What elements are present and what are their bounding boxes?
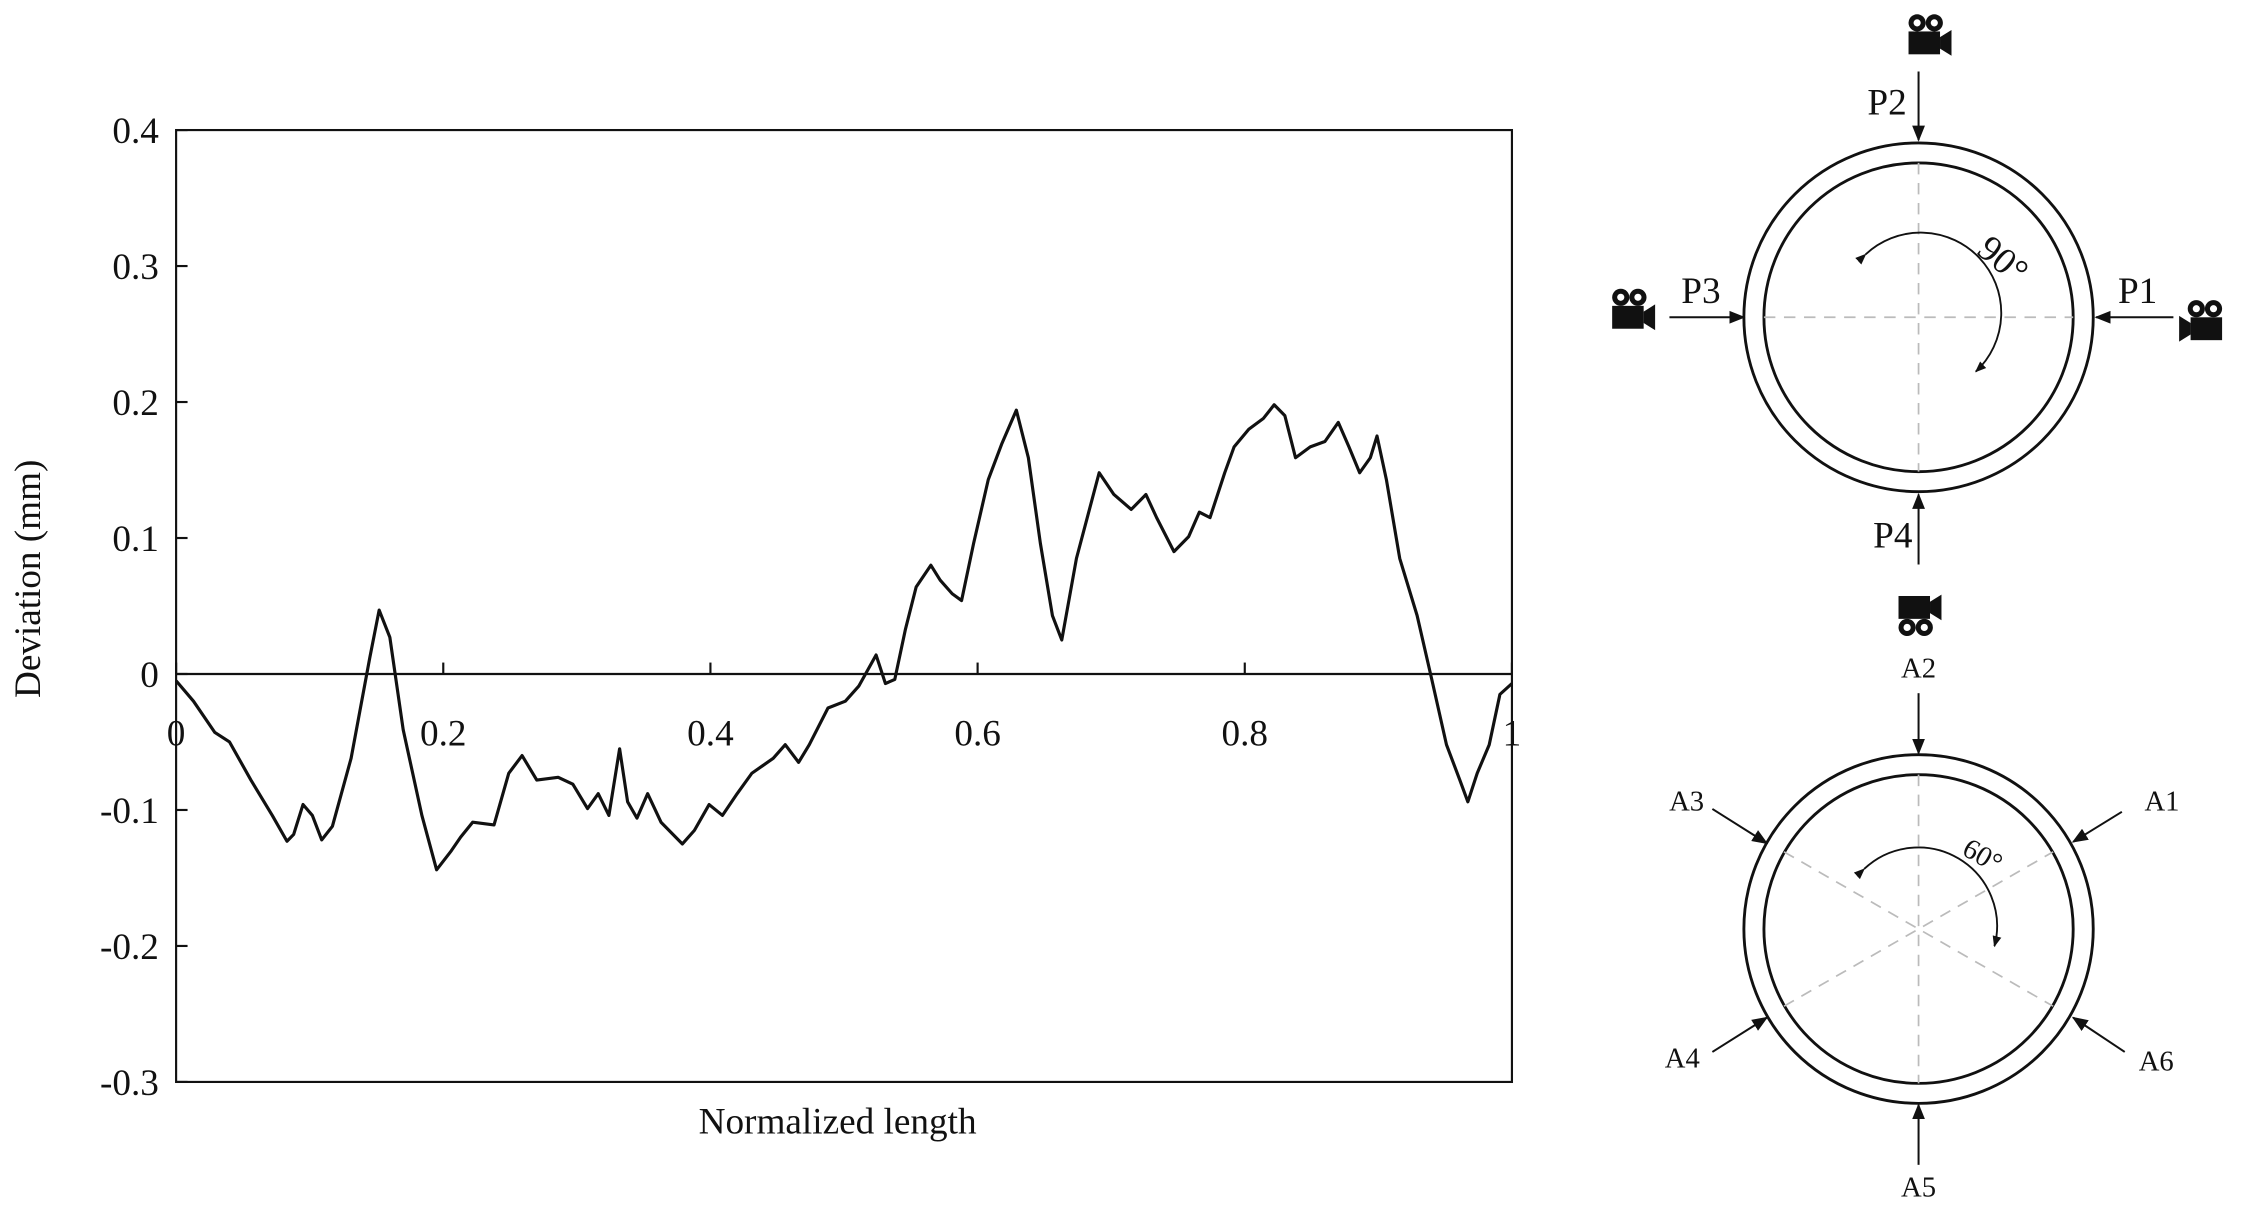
x-tick-label: 1 <box>1503 713 1522 754</box>
a-label: A6 <box>2139 1047 2174 1078</box>
a-label: A4 <box>1665 1044 1700 1075</box>
plot-frame <box>175 128 1514 1084</box>
x-tick-label: 0.2 <box>420 713 467 754</box>
angle-label: 90° <box>1969 228 2035 293</box>
p-label: P2 <box>1867 82 1906 123</box>
x-axis-title: Normalized length <box>699 1101 977 1142</box>
x-tick-label: 0 <box>167 713 186 754</box>
a-label: A1 <box>2144 786 2179 817</box>
y-axis-title: Deviation (mm) <box>8 460 49 698</box>
p-label: P3 <box>1681 271 1720 312</box>
y-tick-label: -0.3 <box>100 1063 159 1104</box>
y-tick-label: -0.2 <box>100 927 159 968</box>
x-tick-label: 0.8 <box>1222 713 1269 754</box>
bottom-diagram <box>1711 693 2126 1165</box>
p-label: P4 <box>1873 515 1913 556</box>
data-line <box>174 403 1513 872</box>
x-tick-label: 0.6 <box>954 713 1001 754</box>
a-label: A5 <box>1901 1172 1936 1203</box>
angle-label: 60° <box>1957 833 2007 880</box>
a-label: A3 <box>1669 786 1704 817</box>
p-label: P1 <box>2118 271 2157 312</box>
y-tick-label: 0.2 <box>112 383 159 424</box>
a-label: A2 <box>1901 653 1936 684</box>
y-tick-label: 0 <box>140 655 159 696</box>
y-tick-label: 0.3 <box>112 247 159 288</box>
x-tick-label: 0.4 <box>687 713 734 754</box>
top-diagram <box>1612 14 2223 637</box>
y-tick-label: 0.1 <box>112 519 159 560</box>
y-tick-label: -0.1 <box>100 791 159 832</box>
y-tick-label: 0.4 <box>112 111 159 152</box>
